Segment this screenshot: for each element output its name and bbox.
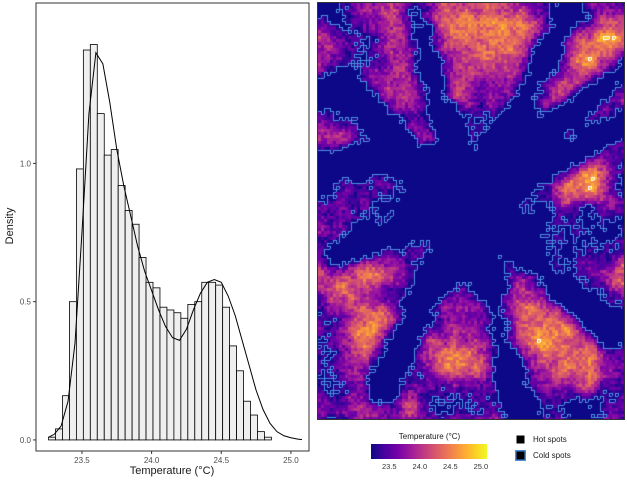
y-tick-label: 0.5: [20, 298, 32, 307]
y-tick-label: 1.0: [20, 159, 32, 168]
colorbar-tick-label: 24.5: [443, 462, 458, 471]
colorbar-title: Temperature (°C): [398, 432, 461, 441]
histogram-bar: [145, 281, 154, 441]
histogram-bar: [89, 44, 98, 441]
histogram-bar: [250, 414, 258, 441]
histogram-bar: [117, 185, 126, 441]
histogram-bar: [96, 113, 105, 441]
histogram-bar: [103, 154, 112, 441]
y-axis-title: Density: [4, 207, 16, 244]
spots-legend: Hot spots Cold spots: [515, 434, 615, 470]
y-tick-label: 0.0: [20, 436, 32, 445]
density-histogram-chart: 23.5 24.0 24.5 25.0 0.0 0.5 1.0 Temperature (°…: [4, 2, 310, 477]
x-tick-label: 24.5: [213, 456, 229, 465]
histogram-bar: [215, 284, 224, 441]
colorbar-tick-label: 24.0: [412, 462, 428, 471]
cold-spots-label: Cold spots: [533, 451, 571, 460]
histogram-bar: [110, 149, 119, 441]
cold-spots-key: [515, 450, 526, 461]
histogram-bar: [194, 301, 203, 441]
hot-spots-key: [515, 434, 526, 445]
histogram-bar: [187, 304, 196, 441]
colorbar-gradient: [371, 444, 487, 459]
colorbar-tick-label: 25.0: [473, 462, 489, 471]
histogram-bar: [131, 223, 140, 441]
histogram-bar: [124, 210, 133, 441]
histogram-bar: [48, 436, 56, 441]
histogram-axes: 23.5 24.0 24.5 25.0 0.0 0.5 1.0: [20, 159, 299, 465]
temperature-colorbar-legend: Temperature (°C) 23.5 24.0 24.5 25.0: [367, 432, 492, 472]
histogram-bar: [173, 312, 182, 441]
x-axis-title: Temperature (°C): [130, 465, 214, 477]
thermal-heatmap-panel: [317, 2, 625, 420]
histogram-bar: [69, 301, 77, 441]
legend-item-hot-spots: Hot spots: [515, 434, 615, 447]
histogram-bar: [201, 281, 210, 441]
colorbar-tick-label: 23.5: [382, 462, 397, 471]
histogram-bar: [257, 431, 265, 441]
histogram-bar: [229, 345, 237, 441]
histogram-bar: [166, 309, 175, 441]
thermal-image: [318, 3, 624, 419]
x-tick-label: 23.5: [74, 456, 90, 465]
hot-spots-label: Hot spots: [533, 435, 567, 444]
density-curve: [48, 51, 303, 441]
histogram-bar: [208, 281, 217, 441]
legend-item-cold-spots: Cold spots: [515, 450, 615, 463]
x-tick-label: 24.0: [144, 456, 160, 465]
histogram-bar: [264, 436, 272, 441]
histogram-bar: [222, 306, 231, 441]
histogram-bar: [138, 257, 147, 441]
histogram-bar: [243, 400, 251, 441]
histogram-bars: [48, 44, 272, 441]
x-tick-label: 25.0: [283, 456, 299, 465]
histogram-bar: [55, 428, 63, 441]
histogram-bar: [236, 370, 244, 441]
